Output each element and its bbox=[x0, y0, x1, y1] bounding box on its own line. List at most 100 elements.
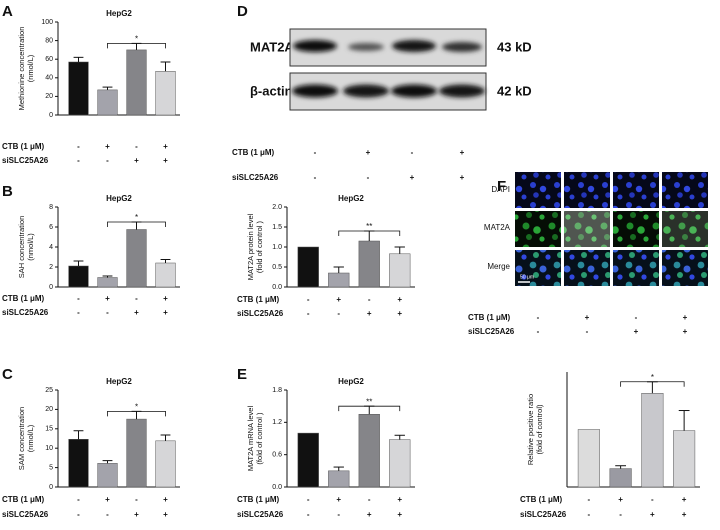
y-tick-label: 0.5 bbox=[272, 264, 282, 271]
condition-sign: + bbox=[683, 327, 688, 336]
bar bbox=[358, 240, 380, 288]
condition-sign: + bbox=[336, 295, 341, 304]
y-tick-label: 20 bbox=[45, 93, 53, 100]
y-tick-label: 15 bbox=[45, 426, 53, 433]
condition-sign: - bbox=[106, 156, 109, 165]
condition-sign: - bbox=[537, 313, 540, 322]
condition-sign: + bbox=[134, 308, 139, 317]
condition-sign: + bbox=[618, 495, 623, 504]
condition-label: siSLC25A26 bbox=[520, 510, 567, 519]
condition-sign: + bbox=[682, 510, 687, 519]
condition-sign: - bbox=[367, 173, 370, 182]
condition-sign: + bbox=[366, 148, 371, 157]
significance-label: * bbox=[135, 213, 138, 222]
blot-bands bbox=[292, 40, 485, 98]
chart-title: HepG2 bbox=[106, 194, 132, 203]
condition-sign: - bbox=[135, 142, 138, 151]
bar bbox=[97, 463, 118, 488]
y-axis-label: Methionine concentration bbox=[17, 27, 26, 111]
y-axis-label: (fold of control) bbox=[535, 404, 544, 455]
band-label: MAT2A bbox=[250, 39, 294, 54]
condition-sign: - bbox=[77, 510, 80, 519]
y-tick-label: 1.2 bbox=[272, 419, 282, 426]
condition-sign: + bbox=[682, 495, 687, 504]
condition-sign: + bbox=[634, 327, 639, 336]
condition-sign: + bbox=[585, 313, 590, 322]
condition-sign: + bbox=[134, 510, 139, 519]
y-tick-label: 0 bbox=[49, 112, 53, 119]
bar bbox=[673, 430, 696, 488]
panel-letter: E bbox=[237, 366, 247, 383]
condition-sign: - bbox=[307, 510, 310, 519]
chart-title: HepG2 bbox=[106, 377, 132, 386]
bar bbox=[68, 265, 89, 288]
condition-label: siSLC25A26 bbox=[2, 308, 49, 317]
significance-bracket bbox=[338, 230, 401, 236]
bar bbox=[68, 439, 89, 488]
y-tick-label: 20 bbox=[45, 406, 53, 413]
condition-label: CTB (1 μM) bbox=[237, 495, 280, 504]
condition-sign: - bbox=[337, 309, 340, 318]
y-tick-label: 0.0 bbox=[272, 284, 282, 291]
condition-label: siSLC25A26 bbox=[232, 173, 279, 182]
bar bbox=[389, 439, 411, 488]
panel-letter: A bbox=[2, 3, 13, 20]
micrograph-grid bbox=[515, 172, 708, 286]
bar bbox=[126, 229, 147, 288]
condition-sign: - bbox=[77, 495, 80, 504]
panel-letter: C bbox=[2, 366, 13, 383]
y-tick-label: 10 bbox=[45, 445, 53, 452]
y-axis-label: SAH concentration bbox=[17, 216, 26, 279]
condition-sign: + bbox=[163, 308, 168, 317]
y-axis-label: SAM concentration bbox=[17, 407, 26, 470]
band-size: 42 kD bbox=[497, 83, 532, 98]
bar bbox=[126, 418, 147, 488]
significance-bracket bbox=[620, 381, 685, 387]
significance-label: * bbox=[135, 34, 138, 43]
condition-sign: - bbox=[368, 495, 371, 504]
y-tick-label: 80 bbox=[45, 37, 53, 44]
condition-label: siSLC25A26 bbox=[237, 309, 284, 318]
condition-sign: + bbox=[683, 313, 688, 322]
condition-sign: + bbox=[650, 510, 655, 519]
significance-label: ** bbox=[366, 397, 372, 406]
condition-sign: + bbox=[367, 309, 372, 318]
condition-sign: + bbox=[163, 142, 168, 151]
bar bbox=[297, 432, 319, 488]
condition-label: CTB (1 μM) bbox=[468, 313, 511, 322]
condition-sign: + bbox=[460, 148, 465, 157]
condition-sign: + bbox=[367, 510, 372, 519]
significance-label: * bbox=[651, 373, 654, 382]
significance-label: ** bbox=[366, 222, 372, 231]
condition-sign: + bbox=[105, 142, 110, 151]
y-axis-label: Relative positive ratio bbox=[526, 394, 535, 465]
band-size: 43 kD bbox=[497, 39, 532, 54]
condition-sign: - bbox=[314, 173, 317, 182]
condition-sign: + bbox=[134, 156, 139, 165]
condition-label: siSLC25A26 bbox=[237, 510, 284, 519]
condition-sign: - bbox=[411, 148, 414, 157]
condition-label: CTB (1 μM) bbox=[237, 295, 280, 304]
chart-title: HepG2 bbox=[106, 9, 132, 18]
y-tick-label: 25 bbox=[45, 387, 53, 394]
bar bbox=[297, 246, 319, 288]
condition-sign: - bbox=[77, 156, 80, 165]
condition-sign: - bbox=[588, 495, 591, 504]
condition-sign: + bbox=[397, 510, 402, 519]
y-tick-label: 0 bbox=[49, 484, 53, 491]
channel-label: MAT2A bbox=[484, 223, 511, 232]
bar bbox=[389, 253, 411, 288]
bar bbox=[328, 470, 350, 488]
bar bbox=[609, 468, 632, 488]
condition-sign: - bbox=[77, 142, 80, 151]
condition-sign: - bbox=[307, 495, 310, 504]
condition-sign: - bbox=[537, 327, 540, 336]
y-tick-label: 0 bbox=[49, 284, 53, 291]
condition-sign: + bbox=[163, 156, 168, 165]
condition-sign: - bbox=[619, 510, 622, 519]
condition-sign: + bbox=[105, 495, 110, 504]
condition-sign: - bbox=[135, 495, 138, 504]
channel-label: Merge bbox=[487, 262, 510, 271]
y-axis-label: MAT2A protein level bbox=[246, 213, 255, 280]
